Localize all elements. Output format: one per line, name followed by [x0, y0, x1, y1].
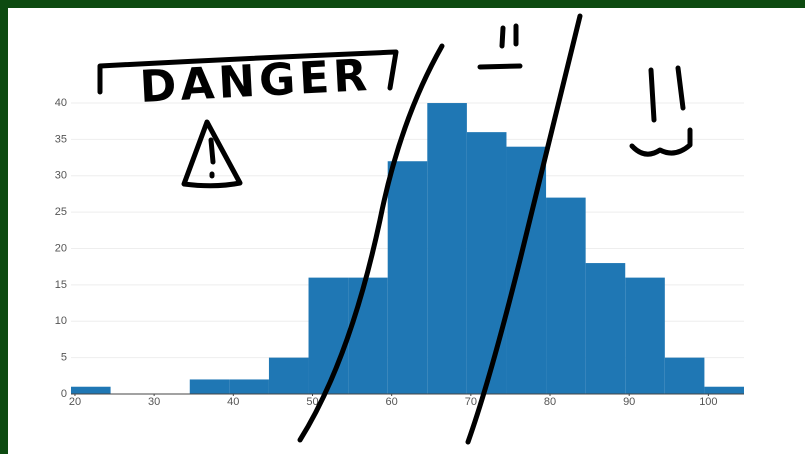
warning-mark: [208, 137, 216, 179]
annotations: DANGER: [97, 13, 693, 445]
smile-face-doodle: [629, 65, 693, 157]
y-tick-label: 10: [55, 315, 67, 327]
x-tick-label: 90: [623, 396, 635, 408]
bar: [625, 277, 665, 394]
x-tick-label: 40: [227, 396, 239, 408]
plot-area: 0 5 10 15 20 25 30 35 40 20 30 40 50 60 70 80 90 100: [55, 97, 744, 408]
bar: [308, 277, 349, 394]
x-tick-label: 30: [148, 396, 160, 408]
bracket-doodle: [97, 49, 399, 95]
bar: [268, 357, 309, 394]
bar: [71, 386, 111, 394]
bar: [704, 386, 744, 394]
warning-triangle: [181, 119, 243, 189]
bar: [466, 132, 507, 394]
x-tick-label: 70: [465, 396, 477, 408]
y-tick-label: 40: [55, 97, 67, 109]
y-tick-label: 35: [55, 133, 67, 145]
neutral-face-doodle: [477, 23, 523, 70]
slash-doodle: [297, 43, 445, 443]
x-tick-label: 60: [386, 396, 398, 408]
bar: [585, 263, 626, 394]
y-tick-label: 0: [61, 388, 67, 400]
bar: [348, 277, 388, 394]
x-tick-label: 20: [69, 396, 81, 408]
x-tick-label: 50: [306, 396, 318, 408]
y-tick-label: 5: [61, 352, 67, 364]
y-tick-label: 15: [55, 279, 67, 291]
bar: [387, 161, 428, 394]
bar: [546, 197, 586, 394]
bar: [427, 103, 467, 395]
y-tick-label: 30: [55, 170, 67, 182]
x-tick-label: 100: [699, 396, 717, 408]
annotation-text: DANGER: [139, 50, 373, 113]
y-tick-label: 20: [55, 242, 67, 254]
slash-doodle: [465, 13, 583, 445]
x-tick-label: 80: [544, 396, 556, 408]
bar: [664, 357, 705, 394]
y-tick-label: 25: [55, 206, 67, 218]
bar: [189, 379, 230, 394]
bar: [229, 379, 269, 394]
